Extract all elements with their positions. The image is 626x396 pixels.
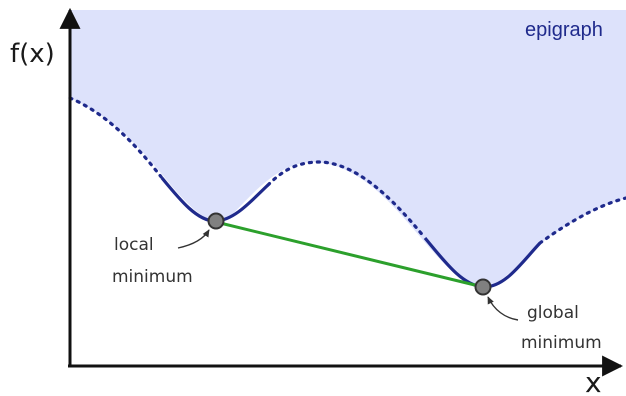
epigraph-label: epigraph: [525, 19, 603, 41]
global-minimum-arrow: [487, 296, 519, 321]
function-curve-dotted-right: [538, 196, 626, 245]
local-minimum-label-line2: minimum: [112, 267, 193, 287]
local-minimum-label-line1: local: [114, 235, 154, 255]
global-minimum-label-line2: minimum: [521, 333, 602, 353]
function-curve-dotted-left: [68, 96, 164, 180]
x-axis-label: x: [585, 366, 602, 396]
chord-between-minima: [215, 220, 484, 289]
local-minimum-arrow: [177, 229, 210, 249]
y-axis-label: f(x): [10, 39, 55, 69]
local-minimum-point: [207, 212, 225, 230]
function-curve-dotted-middle: [266, 160, 427, 240]
global-minimum-point: [474, 278, 492, 296]
global-minimum-label-line1: global: [527, 303, 579, 323]
